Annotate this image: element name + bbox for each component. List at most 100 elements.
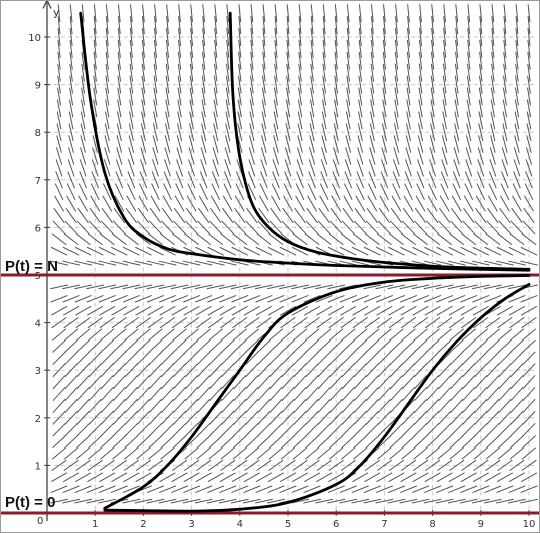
slope-segment: [508, 305, 526, 316]
slope-segment: [115, 159, 123, 177]
tick-labels: 1234567891012345678910: [28, 33, 535, 530]
slope-segment: [498, 410, 512, 425]
slope-segment: [100, 410, 114, 425]
slope-segment: [237, 111, 243, 130]
slope-segment: [464, 183, 474, 201]
slope-segment: [159, 472, 176, 483]
slope-segment: [425, 328, 440, 341]
slope-segment: [512, 183, 522, 201]
slope-segment: [508, 498, 526, 504]
slope-segment: [430, 87, 435, 106]
slope-segment: [479, 16, 483, 35]
slope-segment: [146, 294, 164, 303]
slope-segment: [69, 75, 73, 94]
slope-segment: [443, 16, 447, 35]
slope-segment: [160, 328, 175, 341]
slope-segment: [135, 233, 151, 246]
slope-segment: [88, 351, 102, 366]
slope-segment: [437, 233, 453, 246]
slope-segment: [112, 363, 126, 378]
slope-segment: [190, 4, 193, 23]
slope-segment: [279, 472, 297, 483]
slope-segment: [351, 294, 369, 303]
slope-segment: [51, 316, 67, 329]
slope-segment: [382, 16, 386, 35]
slope-segment: [522, 386, 536, 402]
slope-segment: [52, 422, 66, 437]
slope-segment: [214, 39, 218, 58]
slope-segment: [491, 39, 495, 58]
slope-segment: [209, 220, 223, 235]
slope-segment: [183, 472, 200, 483]
slope-segment: [382, 99, 387, 118]
slope-segment: [238, 39, 242, 58]
slope-segment: [75, 459, 91, 472]
slope-segment: [172, 435, 187, 449]
slope-segment: [207, 294, 225, 303]
slope-segment: [329, 375, 343, 390]
slope-segment: [164, 135, 171, 153]
slope-segment: [521, 447, 537, 460]
slope-segment: [520, 246, 538, 256]
slope-segment: [237, 87, 242, 106]
slope-segment: [194, 260, 213, 266]
slope-segment: [476, 171, 485, 189]
slope-segment: [304, 305, 321, 316]
slope-segment: [114, 183, 124, 201]
slope-segment: [189, 123, 195, 142]
slope-segment: [352, 233, 368, 246]
slope-segment: [329, 220, 343, 235]
slope-segment: [237, 99, 242, 118]
slope-segment: [474, 398, 488, 413]
slope-segment: [267, 294, 285, 303]
slope-segment: [400, 459, 417, 472]
slope-segment: [383, 4, 386, 23]
slope-segment: [515, 75, 519, 94]
slope-segment: [231, 305, 248, 316]
slope-segment: [286, 28, 290, 46]
slope-segment: [332, 159, 340, 177]
slope-segment: [304, 328, 320, 341]
slope-segment: [285, 99, 291, 118]
slope-segment: [443, 39, 447, 58]
slope-segment: [498, 422, 512, 437]
slope-segment: [172, 328, 187, 341]
slope-segment: [124, 351, 139, 366]
slope-segment: [93, 51, 97, 70]
slope-segment: [105, 39, 109, 58]
slope-segment: [93, 39, 97, 58]
slope-segment: [389, 328, 404, 341]
slope-segment: [123, 316, 139, 329]
slope-segment: [327, 246, 345, 256]
slope-segment: [400, 472, 417, 483]
slope-segment: [363, 284, 382, 290]
slope-segment: [249, 135, 255, 153]
slope-segment: [269, 422, 283, 437]
slope-segment: [171, 305, 188, 316]
slope-segment: [211, 183, 221, 201]
slope-segment: [437, 316, 453, 329]
slope-segment: [388, 472, 405, 483]
slope-segment: [522, 363, 536, 378]
slope-segment: [116, 135, 123, 153]
slope-segment: [366, 207, 379, 224]
slope-segment: [419, 16, 422, 35]
slope-segment: [414, 386, 427, 402]
slope-segment: [206, 284, 225, 290]
slope-segment: [466, 87, 471, 106]
slope-segment: [333, 111, 339, 130]
slope-segment: [364, 472, 381, 483]
slope-segment: [353, 375, 367, 390]
slope-segment: [208, 316, 224, 329]
slope-segment: [267, 498, 285, 504]
slope-segment: [497, 328, 513, 341]
slope-segment: [93, 63, 97, 82]
slope-segment: [160, 447, 175, 460]
slope-segment: [483, 284, 502, 290]
slope-segment: [208, 459, 224, 472]
slope-segment: [269, 386, 283, 402]
slope-segment: [353, 339, 368, 353]
slope-segment: [63, 233, 79, 246]
slope-segment: [57, 4, 61, 23]
slope-segment: [496, 472, 513, 483]
